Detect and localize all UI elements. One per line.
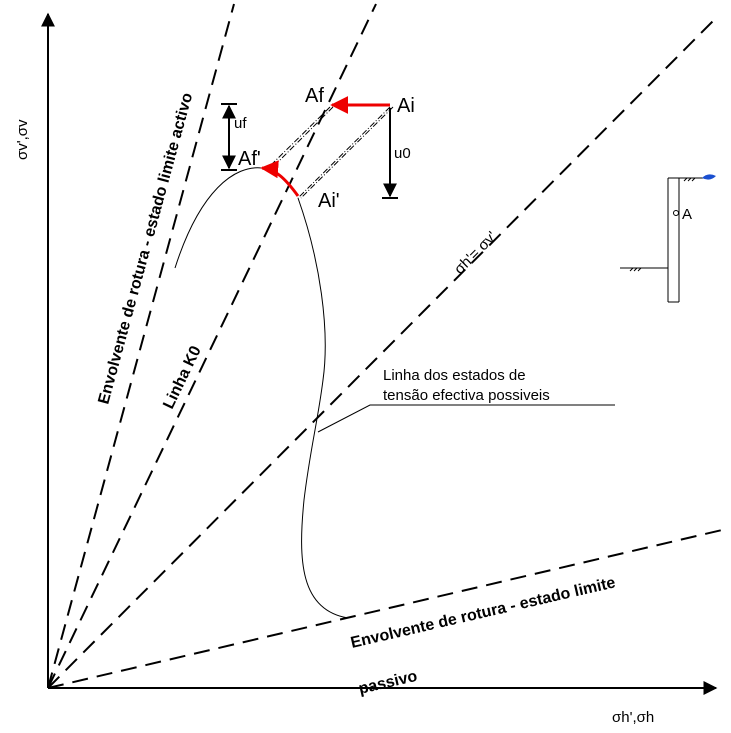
- point-a-label: A: [682, 206, 692, 223]
- lines: [48, 4, 722, 688]
- passive-envelope-label: Envolvente de rotura - estado limite: [349, 574, 617, 652]
- uf-arrow: [221, 104, 237, 170]
- stress-path-label: Linha dos estados de: [383, 367, 526, 384]
- uf-label: uf: [234, 115, 247, 132]
- point-label: Ai': [318, 190, 340, 212]
- passive-envelope-label: passivo: [357, 668, 419, 698]
- stress-path: [175, 168, 348, 618]
- stress-path-label: tensão efectiva possiveis: [383, 387, 550, 404]
- point-label: Ai: [397, 95, 415, 117]
- point-label: Af': [238, 148, 261, 170]
- wall-inset: [620, 178, 703, 302]
- point-label: Af: [305, 85, 324, 107]
- stress-path-red: [262, 168, 298, 196]
- x-axis-label: σh',σh: [612, 709, 654, 726]
- k0-label: Linha K0: [160, 343, 205, 411]
- leader: [318, 405, 615, 432]
- water: [702, 174, 716, 179]
- isotropic-label: σh'= σv': [451, 228, 501, 278]
- connectors: [268, 107, 393, 198]
- u0-label: u0: [394, 145, 411, 162]
- diagram: σv',σv σh',σh Envolvente de rotura - est…: [0, 0, 731, 728]
- y-axis-label: σv',σv: [14, 119, 31, 160]
